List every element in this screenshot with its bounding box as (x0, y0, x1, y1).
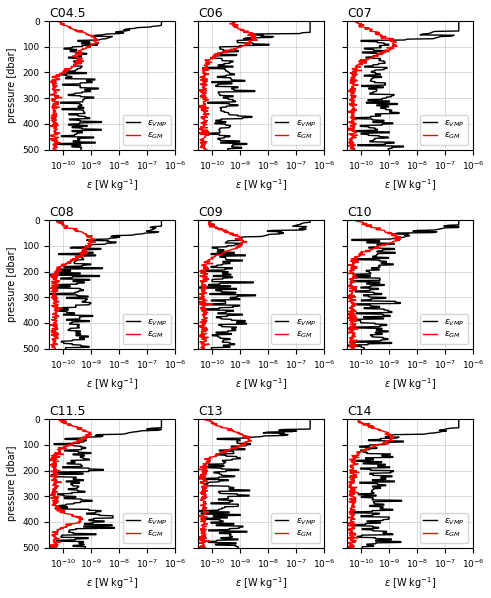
Text: C04.5: C04.5 (50, 7, 86, 20)
Text: C13: C13 (198, 405, 222, 418)
Y-axis label: pressure [dbar]: pressure [dbar] (7, 446, 17, 521)
Legend: $\varepsilon_{VMP}$, $\varepsilon_{GM}$: $\varepsilon_{VMP}$, $\varepsilon_{GM}$ (420, 513, 468, 543)
X-axis label: $\varepsilon$ [W kg$^{-1}$]: $\varepsilon$ [W kg$^{-1}$] (383, 575, 436, 591)
Legend: $\varepsilon_{VMP}$, $\varepsilon_{GM}$: $\varepsilon_{VMP}$, $\varepsilon_{GM}$ (271, 115, 320, 145)
X-axis label: $\varepsilon$ [W kg$^{-1}$]: $\varepsilon$ [W kg$^{-1}$] (86, 575, 138, 591)
Legend: $\varepsilon_{VMP}$, $\varepsilon_{GM}$: $\varepsilon_{VMP}$, $\varepsilon_{GM}$ (271, 314, 320, 344)
Text: C06: C06 (198, 7, 223, 20)
Y-axis label: pressure [dbar]: pressure [dbar] (7, 246, 17, 322)
Text: C14: C14 (347, 405, 371, 418)
Text: C07: C07 (347, 7, 372, 20)
X-axis label: $\varepsilon$ [W kg$^{-1}$]: $\varepsilon$ [W kg$^{-1}$] (86, 376, 138, 392)
Legend: $\varepsilon_{VMP}$, $\varepsilon_{GM}$: $\varepsilon_{VMP}$, $\varepsilon_{GM}$ (123, 314, 171, 344)
Text: C08: C08 (50, 206, 74, 219)
Text: C09: C09 (198, 206, 223, 219)
X-axis label: $\varepsilon$ [W kg$^{-1}$]: $\varepsilon$ [W kg$^{-1}$] (235, 376, 287, 392)
Text: C10: C10 (347, 206, 371, 219)
Y-axis label: pressure [dbar]: pressure [dbar] (7, 48, 17, 123)
X-axis label: $\varepsilon$ [W kg$^{-1}$]: $\varepsilon$ [W kg$^{-1}$] (383, 177, 436, 193)
Legend: $\varepsilon_{VMP}$, $\varepsilon_{GM}$: $\varepsilon_{VMP}$, $\varepsilon_{GM}$ (420, 314, 468, 344)
Legend: $\varepsilon_{VMP}$, $\varepsilon_{GM}$: $\varepsilon_{VMP}$, $\varepsilon_{GM}$ (420, 115, 468, 145)
X-axis label: $\varepsilon$ [W kg$^{-1}$]: $\varepsilon$ [W kg$^{-1}$] (235, 177, 287, 193)
Legend: $\varepsilon_{VMP}$, $\varepsilon_{GM}$: $\varepsilon_{VMP}$, $\varepsilon_{GM}$ (123, 513, 171, 543)
Legend: $\varepsilon_{VMP}$, $\varepsilon_{GM}$: $\varepsilon_{VMP}$, $\varepsilon_{GM}$ (271, 513, 320, 543)
X-axis label: $\varepsilon$ [W kg$^{-1}$]: $\varepsilon$ [W kg$^{-1}$] (235, 575, 287, 591)
X-axis label: $\varepsilon$ [W kg$^{-1}$]: $\varepsilon$ [W kg$^{-1}$] (383, 376, 436, 392)
Legend: $\varepsilon_{VMP}$, $\varepsilon_{GM}$: $\varepsilon_{VMP}$, $\varepsilon_{GM}$ (123, 115, 171, 145)
X-axis label: $\varepsilon$ [W kg$^{-1}$]: $\varepsilon$ [W kg$^{-1}$] (86, 177, 138, 193)
Text: C11.5: C11.5 (50, 405, 86, 418)
